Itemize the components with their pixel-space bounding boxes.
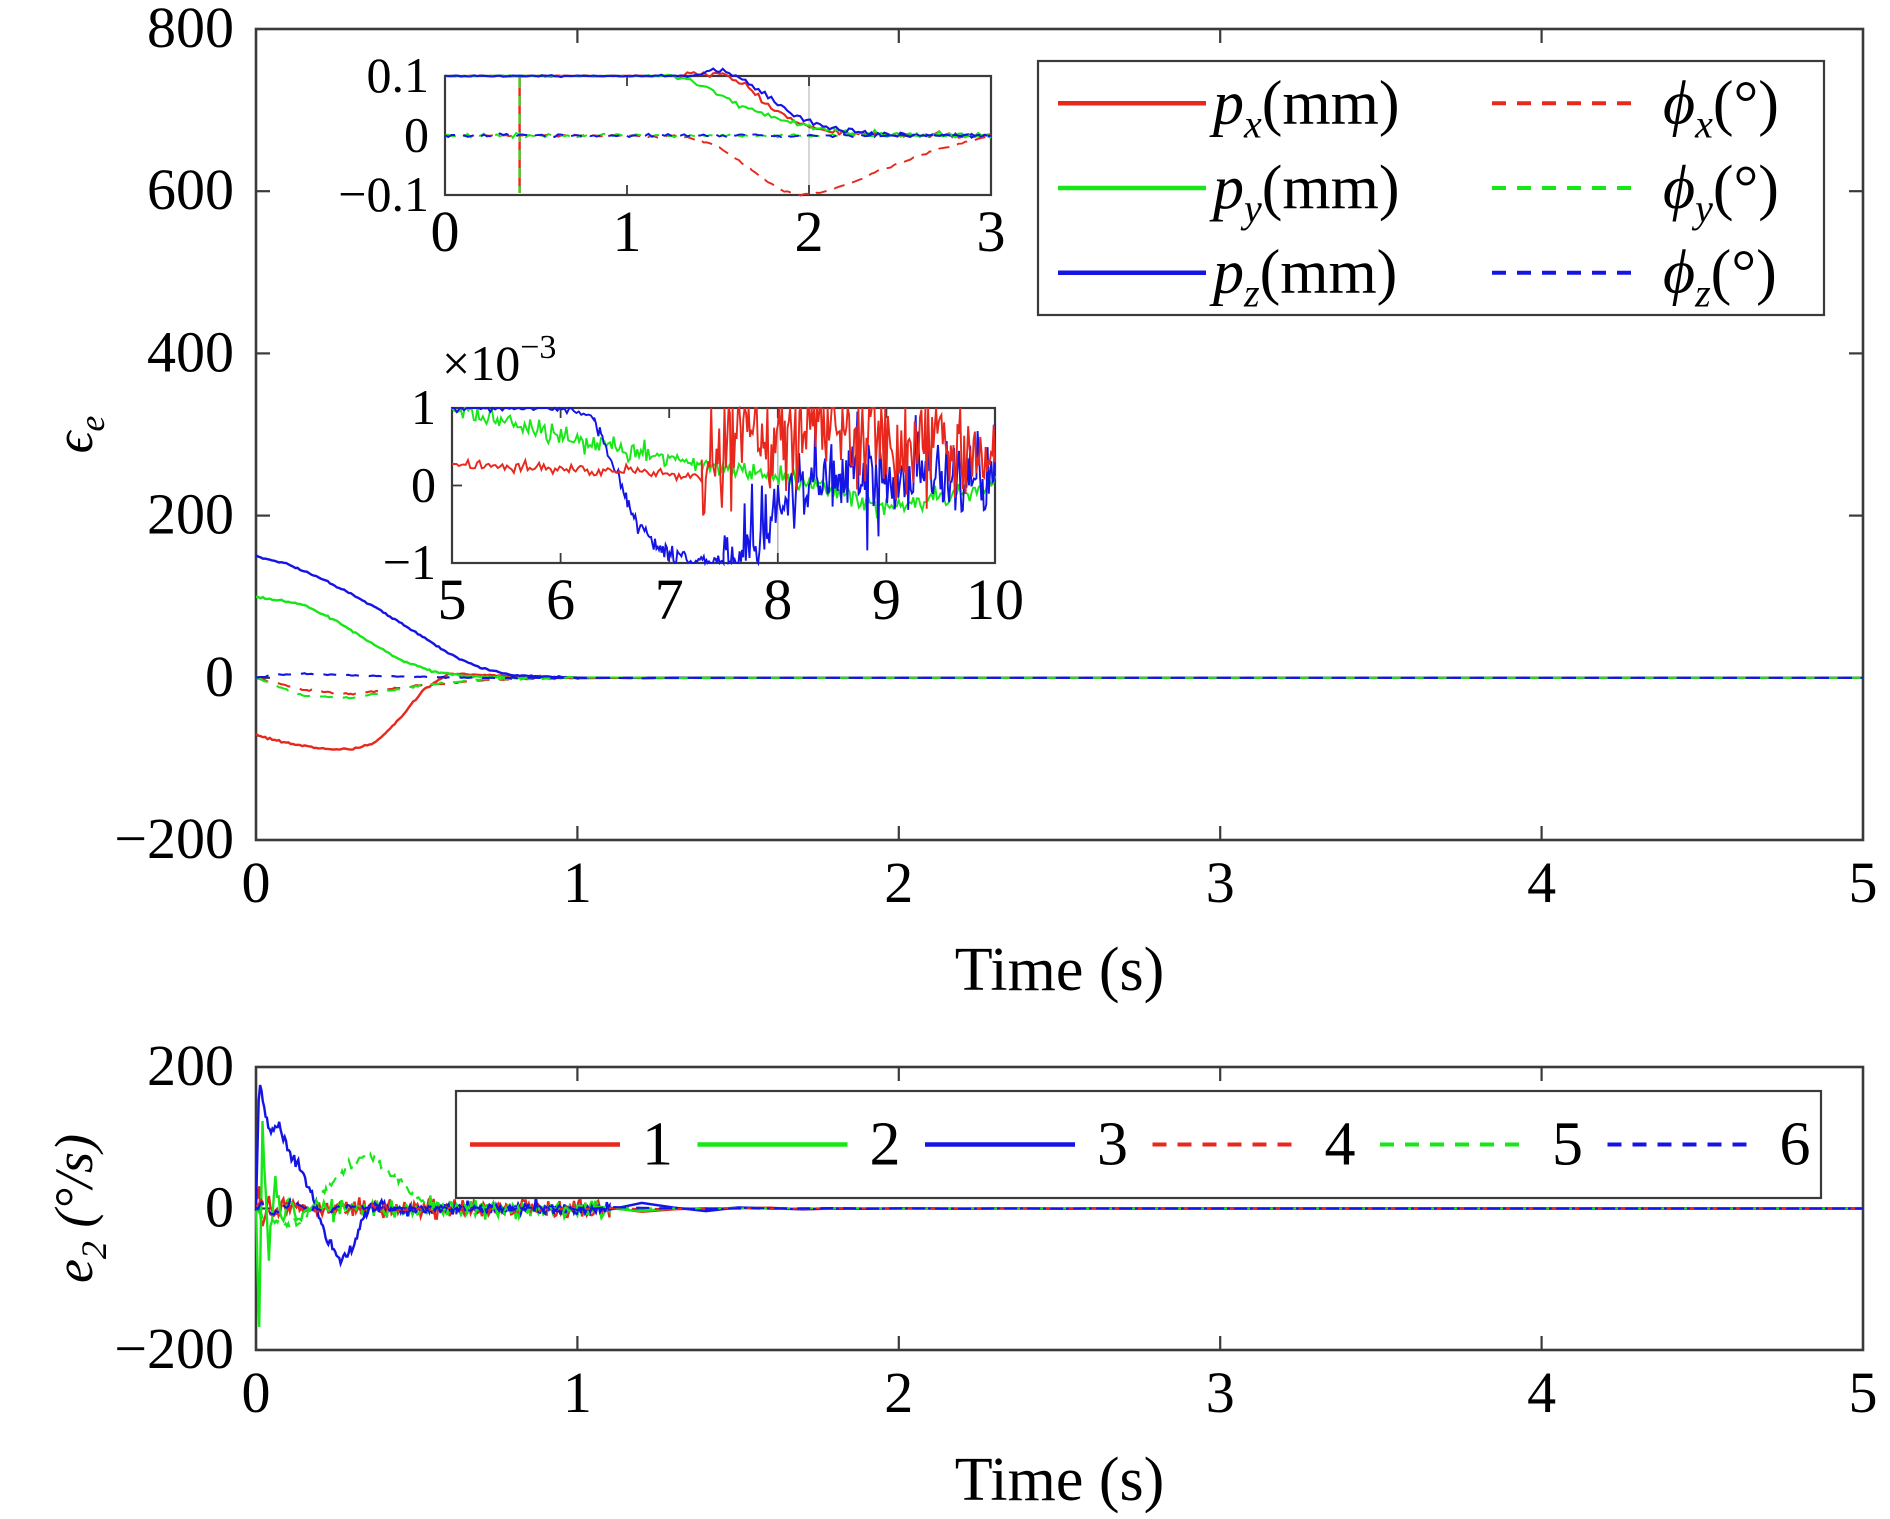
svg-text:2: 2: [795, 199, 824, 264]
svg-text:200: 200: [147, 1033, 234, 1098]
svg-text:1: 1: [411, 379, 436, 435]
svg-text:0: 0: [411, 457, 436, 513]
svg-text:ϕx(°): ϕx(°): [1663, 69, 1779, 146]
svg-text:6: 6: [546, 567, 575, 632]
svg-text:3: 3: [1206, 850, 1235, 915]
svg-text:2: 2: [884, 850, 913, 915]
svg-text:4: 4: [1527, 850, 1556, 915]
svg-text:3: 3: [1206, 1360, 1235, 1425]
svg-text:5: 5: [1552, 1111, 1583, 1179]
svg-text:2: 2: [870, 1111, 901, 1179]
svg-text:8: 8: [763, 567, 792, 632]
svg-text:−200: −200: [114, 1316, 234, 1381]
svg-text:400: 400: [147, 319, 234, 384]
svg-text:6: 6: [1780, 1111, 1811, 1179]
svg-text:3: 3: [1097, 1111, 1128, 1179]
svg-text:0: 0: [404, 107, 429, 163]
svg-text:1: 1: [642, 1111, 673, 1179]
svg-text:3: 3: [977, 199, 1006, 264]
svg-text:9: 9: [872, 567, 901, 632]
svg-text:Time (s): Time (s): [955, 1446, 1165, 1514]
svg-text:Time (s): Time (s): [955, 936, 1165, 1004]
svg-text:0: 0: [242, 1360, 271, 1425]
svg-text:0.1: 0.1: [367, 47, 430, 103]
svg-text:1: 1: [563, 850, 592, 915]
svg-text:5: 5: [1849, 1360, 1878, 1425]
svg-text:ϕz(°): ϕz(°): [1663, 239, 1777, 316]
svg-text:−200: −200: [114, 806, 234, 871]
svg-text:2: 2: [884, 1360, 913, 1425]
svg-text:7: 7: [655, 567, 684, 632]
svg-text:5: 5: [438, 567, 467, 632]
svg-text:0: 0: [205, 1175, 234, 1240]
svg-text:e2 (°/s): e2 (°/s): [44, 1134, 114, 1283]
svg-text:1: 1: [613, 199, 642, 264]
svg-text:0: 0: [431, 199, 460, 264]
svg-text:4: 4: [1325, 1111, 1356, 1179]
svg-text:600: 600: [147, 157, 234, 222]
svg-text:pz(mm): pz(mm): [1209, 239, 1397, 316]
svg-text:10: 10: [966, 567, 1024, 632]
svg-text:−1: −1: [383, 534, 436, 590]
svg-text:4: 4: [1527, 1360, 1556, 1425]
svg-text:0: 0: [205, 644, 234, 709]
svg-text:px(mm): px(mm): [1209, 69, 1400, 146]
svg-text:200: 200: [147, 482, 234, 547]
svg-text:py(mm): py(mm): [1209, 154, 1400, 231]
svg-text:ϕy(°): ϕy(°): [1663, 154, 1779, 231]
svg-text:1: 1: [563, 1360, 592, 1425]
svg-text:800: 800: [147, 0, 234, 60]
svg-text:−0.1: −0.1: [338, 166, 429, 222]
svg-text:0: 0: [242, 850, 271, 915]
svg-text:5: 5: [1849, 850, 1878, 915]
